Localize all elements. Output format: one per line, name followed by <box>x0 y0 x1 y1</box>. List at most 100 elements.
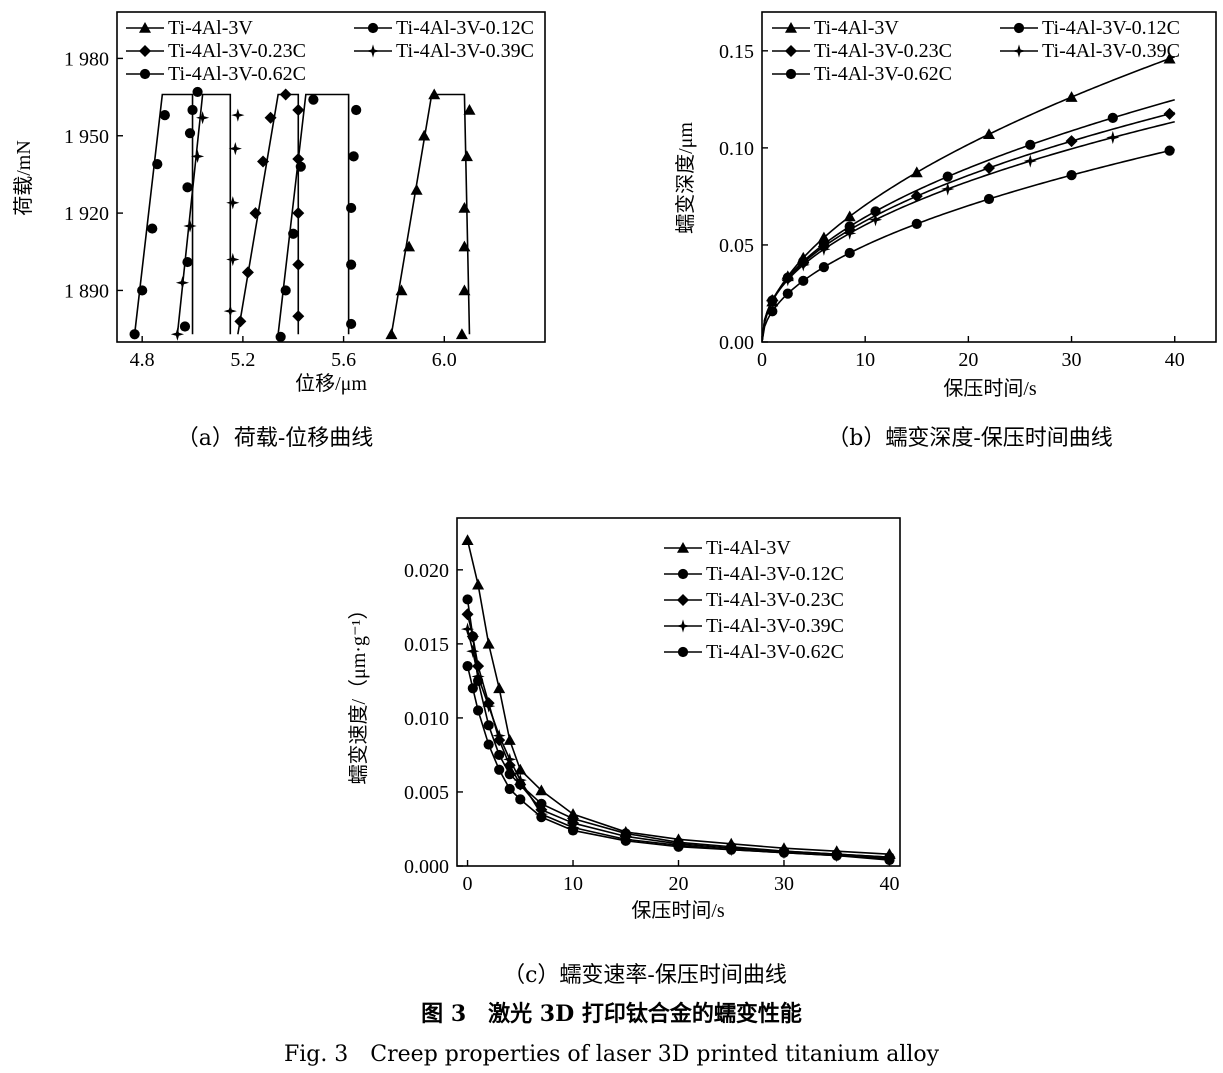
data-point <box>782 288 793 299</box>
data-point <box>482 699 496 713</box>
data-point <box>911 218 922 229</box>
x-axis-label: 保压时间/s <box>943 377 1037 400</box>
legend-item: Ti-4Al-3V-0.39C <box>354 40 534 62</box>
legend-item: Ti-4Al-3V-0.23C <box>126 40 306 62</box>
legend-marker <box>677 594 689 606</box>
caption-c: （c）蠕变速率-保压时间曲线 <box>503 963 787 988</box>
data-point <box>983 193 995 205</box>
data-point <box>494 764 505 775</box>
data-point <box>187 104 198 116</box>
plot-frame <box>116 11 546 343</box>
data-point <box>182 182 193 193</box>
series-line <box>277 93 350 335</box>
series-1 <box>385 88 476 340</box>
data-point <box>472 705 484 716</box>
data-point <box>458 201 471 213</box>
legend-label: Ti-4Al-3V-0.39C <box>1042 40 1180 62</box>
x-tick-label: 6.0 <box>432 349 457 371</box>
data-point <box>767 306 778 317</box>
series-1 <box>762 52 1176 342</box>
data-point <box>280 285 291 296</box>
data-point <box>726 844 737 855</box>
data-point <box>460 622 475 636</box>
legend-marker <box>785 68 797 80</box>
data-point <box>458 284 471 296</box>
data-point <box>183 219 197 233</box>
legend-label: Ti-4Al-3V-0.39C <box>706 615 844 637</box>
data-point <box>493 682 506 694</box>
figure-title-en: Fig. 3 Creep properties of laser 3D prin… <box>283 1042 940 1067</box>
data-point <box>483 739 494 750</box>
data-point <box>179 321 191 332</box>
data-point <box>1107 112 1118 123</box>
data-point <box>503 752 517 766</box>
plot-frame <box>761 11 1217 343</box>
series-line <box>762 111 1175 342</box>
data-point <box>190 149 205 163</box>
legend-item: Ti-4Al-3V <box>126 17 253 39</box>
legend-marker <box>139 45 151 57</box>
x-tick-label: 20 <box>958 349 978 371</box>
plot-area <box>129 86 476 342</box>
data-point <box>1163 52 1176 64</box>
data-point <box>620 835 631 846</box>
legend-label: Ti-4Al-3V-0.39C <box>396 40 534 62</box>
data-point <box>228 142 242 156</box>
legend-label: Ti-4Al-3V-0.62C <box>814 63 952 85</box>
legend-item: Ti-4Al-3V-0.62C <box>664 641 844 663</box>
series-line <box>466 665 890 861</box>
caption-a: （a）荷载-位移曲线 <box>176 426 374 451</box>
legend-marker <box>785 22 797 33</box>
panel-a: 4.8 5.2 5.6 6.0 1 890 1 920 1 950 1 980 位移/μm 荷载/… <box>12 11 546 395</box>
data-point <box>292 207 305 220</box>
data-point <box>1163 107 1176 120</box>
data-point <box>257 155 270 168</box>
data-point <box>147 223 158 234</box>
x-tick-label: 4.8 <box>130 349 155 371</box>
data-point <box>868 213 883 227</box>
data-point <box>264 111 277 124</box>
y-axis-label: 荷载/mN <box>12 140 35 216</box>
series-5 <box>762 145 1175 342</box>
x-tick-label: 30 <box>774 873 794 895</box>
series-line <box>466 540 890 855</box>
series-line <box>762 56 1176 342</box>
data-point <box>781 273 795 287</box>
data-point <box>494 749 505 761</box>
x-tick-label: 5.6 <box>331 349 356 371</box>
data-point <box>346 259 357 270</box>
data-point <box>492 729 506 743</box>
data-point <box>471 669 485 684</box>
legend-label: Ti-4Al-3V-0.23C <box>814 40 952 62</box>
series-line <box>466 628 890 860</box>
legend-label: Ti-4Al-3V-0.23C <box>706 589 844 611</box>
series-line <box>762 120 1175 342</box>
data-point <box>1023 154 1037 168</box>
data-point <box>428 88 441 100</box>
legend-label: Ti-4Al-3V <box>168 17 253 39</box>
legend-item: Ti-4Al-3V <box>664 537 791 559</box>
data-point <box>942 171 953 182</box>
y-tick-label: 0.00 <box>719 332 754 354</box>
x-tick-label: 10 <box>855 349 875 371</box>
data-point <box>817 242 831 256</box>
series-line <box>133 93 194 335</box>
series-3 <box>762 107 1176 342</box>
series-4 <box>762 120 1175 342</box>
legend-label: Ti-4Al-3V <box>814 17 899 39</box>
series-3 <box>234 88 305 335</box>
data-point <box>462 594 473 605</box>
data-point <box>410 183 423 195</box>
series-2 <box>129 86 203 340</box>
data-point <box>385 328 398 340</box>
series-line <box>237 93 300 335</box>
data-point <box>184 128 196 139</box>
data-point <box>231 108 245 122</box>
data-point <box>346 202 357 214</box>
data-point <box>778 847 790 858</box>
x-tick-label: 30 <box>1062 349 1082 371</box>
series-line <box>762 98 1175 342</box>
data-point <box>288 228 299 239</box>
